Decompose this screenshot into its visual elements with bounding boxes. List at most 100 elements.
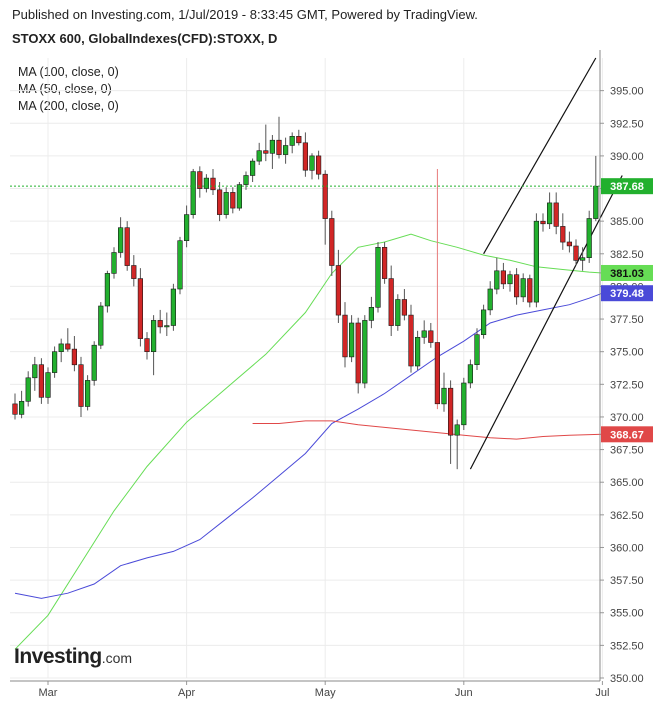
candle-body bbox=[507, 274, 513, 285]
candle-body bbox=[434, 342, 441, 405]
grid bbox=[10, 58, 603, 679]
candle-body bbox=[38, 364, 44, 398]
y-tick-label: 382.50 bbox=[610, 249, 644, 261]
candle-body bbox=[441, 387, 447, 405]
y-tick-label: 367.50 bbox=[610, 445, 644, 457]
y-tick-label: 385.00 bbox=[610, 216, 644, 228]
candle-body bbox=[164, 325, 170, 328]
candle-body bbox=[256, 150, 262, 162]
candle-body bbox=[560, 226, 566, 243]
candle-body bbox=[401, 299, 408, 316]
candle-body bbox=[144, 338, 150, 353]
legend-item-ma200[interactable]: MA (200, close, 0) bbox=[18, 99, 119, 113]
candle-body bbox=[348, 322, 355, 358]
y-tick-label: 395.00 bbox=[610, 86, 644, 98]
candle-body bbox=[494, 270, 500, 290]
ma100-line bbox=[14, 292, 603, 599]
candle-body bbox=[111, 252, 117, 274]
candle-body bbox=[25, 377, 31, 402]
moving-averages bbox=[14, 233, 603, 650]
candle-body bbox=[78, 364, 84, 407]
investing-logo: Investing.com bbox=[14, 645, 132, 669]
legend-item-ma50[interactable]: MA (50, close, 0) bbox=[18, 82, 112, 96]
price-badges: 387.68 381.03 379.48 368.67 bbox=[601, 178, 653, 443]
candle-body bbox=[276, 139, 282, 155]
candle-body bbox=[322, 173, 328, 219]
candle-body bbox=[408, 314, 414, 367]
candle-body bbox=[381, 247, 388, 279]
candle-body bbox=[223, 192, 229, 215]
candle-body bbox=[368, 306, 375, 321]
candle-body bbox=[487, 288, 493, 311]
candle-body bbox=[329, 218, 335, 266]
x-tick-label: Mar bbox=[39, 687, 58, 699]
last-price-badge-bg bbox=[601, 178, 653, 195]
candle-body bbox=[51, 351, 58, 373]
candle-body bbox=[520, 278, 526, 298]
ma50-badge-bg bbox=[601, 264, 653, 281]
y-tick-label: 390.00 bbox=[610, 151, 644, 163]
channel-lower-line bbox=[469, 175, 623, 470]
candle-body bbox=[71, 348, 77, 366]
candle-body bbox=[12, 403, 18, 415]
candle-body bbox=[593, 185, 599, 219]
candle-body bbox=[454, 424, 460, 436]
x-tick-label: Apr bbox=[178, 687, 195, 699]
candle-body bbox=[243, 175, 249, 185]
candle-body bbox=[573, 245, 579, 261]
axes: 350.00 352.50 355.00 357.50 360.00 362.50 365.… bbox=[10, 50, 644, 699]
candle-body bbox=[421, 330, 427, 338]
candle-body bbox=[230, 192, 236, 209]
ma50-badge-label: 381.03 bbox=[610, 268, 644, 280]
candle-body bbox=[414, 336, 421, 367]
candle-body bbox=[447, 387, 454, 436]
x-tick-label: Jun bbox=[455, 687, 473, 699]
candle-body bbox=[335, 265, 342, 316]
candle-body bbox=[45, 372, 51, 398]
candle-body bbox=[91, 344, 97, 381]
candle-body bbox=[513, 274, 520, 298]
candle-body bbox=[217, 189, 223, 215]
candle-body bbox=[566, 241, 572, 247]
ma200-badge-label: 368.67 bbox=[610, 429, 644, 441]
candle-body bbox=[250, 160, 256, 176]
candle-body bbox=[375, 247, 381, 308]
y-tick-label: 357.50 bbox=[610, 575, 644, 587]
y-tick-label: 392.50 bbox=[610, 118, 644, 130]
y-tick-label: 377.50 bbox=[610, 314, 644, 326]
candle-body bbox=[137, 278, 144, 339]
ma50-line bbox=[14, 233, 603, 650]
candle-body bbox=[395, 299, 401, 326]
x-tick-label: May bbox=[315, 687, 336, 699]
candle-body bbox=[65, 343, 71, 350]
candle-body bbox=[302, 142, 309, 171]
y-tick-label: 375.00 bbox=[610, 347, 644, 359]
candle-body bbox=[309, 155, 315, 171]
candle-body bbox=[586, 218, 592, 259]
candle-body bbox=[500, 270, 507, 285]
trend-channel bbox=[469, 57, 623, 470]
candle-body bbox=[269, 139, 276, 154]
candle-body bbox=[540, 220, 546, 225]
candle-body bbox=[315, 155, 322, 175]
logo-brand: Investing bbox=[14, 645, 102, 668]
candle-body bbox=[32, 364, 38, 379]
channel-upper-line bbox=[483, 57, 597, 255]
candle-body bbox=[203, 177, 210, 189]
candle-body bbox=[85, 380, 91, 407]
candle-body bbox=[533, 220, 539, 303]
candle-body bbox=[118, 227, 124, 253]
candle-body bbox=[546, 202, 553, 225]
last-price-badge-label: 387.68 bbox=[610, 181, 644, 193]
candle-body bbox=[58, 343, 64, 352]
candle-body bbox=[355, 322, 361, 384]
indicator-legend: MA (100, close, 0) MA (50, close, 0) MA … bbox=[18, 64, 119, 115]
candle-body bbox=[461, 382, 467, 426]
legend-item-ma100[interactable]: MA (100, close, 0) bbox=[18, 65, 119, 79]
ma100-badge-label: 379.48 bbox=[610, 288, 644, 300]
candle-body bbox=[428, 330, 434, 343]
candle-body bbox=[98, 305, 104, 346]
candle-body bbox=[553, 202, 559, 227]
candle-body bbox=[151, 320, 157, 352]
